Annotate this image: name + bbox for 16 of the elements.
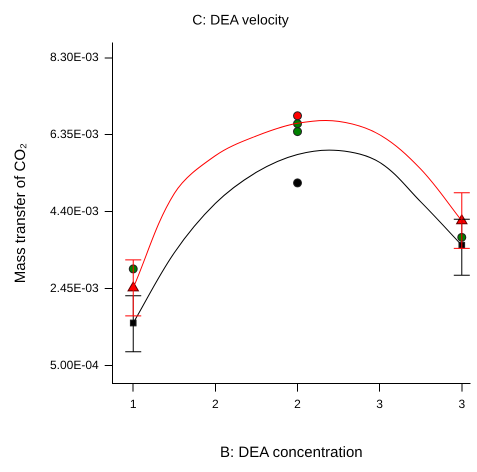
chart-title: C: DEA velocity [192,11,289,28]
y-tick-label: 8.30E-03 [50,50,100,64]
x-tick-label: 3 [458,397,466,412]
point [293,127,302,136]
y-tick-label: 4.40E-03 [50,204,100,218]
x-tick-label: 2 [212,397,220,412]
y-tick-label: 6.35E-03 [50,127,100,142]
x-tick-label: 3 [376,397,384,412]
x-tick-label: 1 [130,397,137,412]
y-tick-label: 2.45E-03 [50,280,100,295]
x-tick-label: 2 [294,397,302,412]
point [293,178,302,188]
x-axis-title: B: DEA concentration [220,444,363,462]
y-tick-label: 5.00E-04 [50,358,100,372]
point [293,111,302,120]
y-axis-title: Mass transfer of CO₂ [12,143,30,284]
